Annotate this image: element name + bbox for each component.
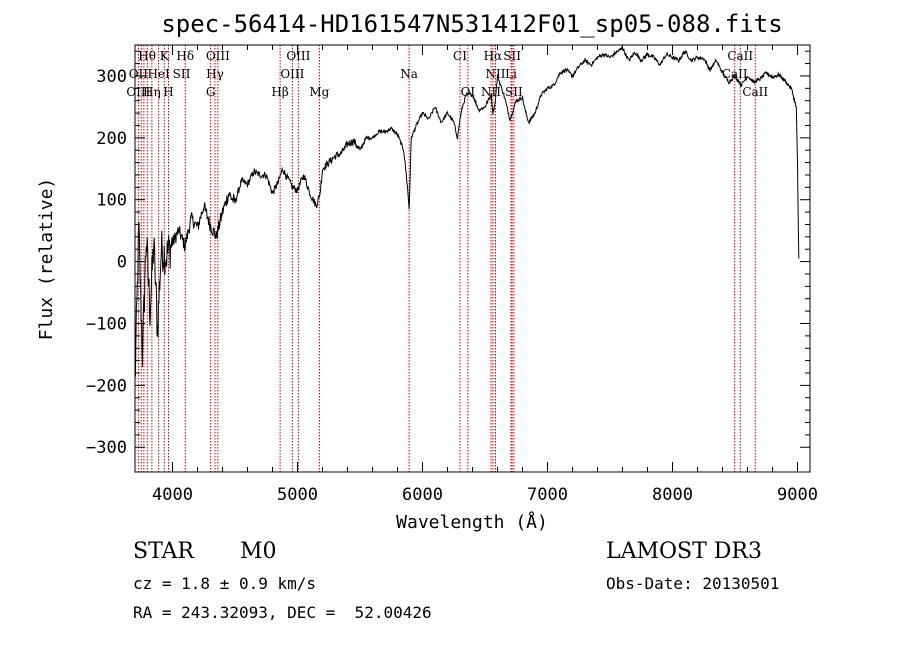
line-label: CI bbox=[453, 49, 467, 63]
line-label: NII bbox=[486, 67, 506, 81]
line-label: Na bbox=[400, 67, 418, 81]
y-tick-label: 0 bbox=[117, 253, 127, 273]
line-label: Li bbox=[505, 67, 517, 81]
line-label: H bbox=[163, 85, 173, 99]
obs-date: Obs-Date: 20130501 bbox=[606, 574, 780, 593]
line-label: K bbox=[160, 49, 170, 63]
flux-line bbox=[134, 46, 800, 379]
x-tick-label: 6000 bbox=[402, 485, 443, 505]
x-tick-label: 5000 bbox=[277, 485, 318, 505]
line-label: OIII bbox=[280, 67, 304, 81]
x-tick-label: 8000 bbox=[652, 485, 693, 505]
line-label: Hγ bbox=[206, 67, 224, 81]
x-axis-label: Wavelength (Å) bbox=[396, 511, 548, 533]
line-label: HeI bbox=[147, 67, 170, 81]
chart-title: spec-56414-HD161547N531412F01_sp05-088.f… bbox=[161, 10, 782, 38]
plot-frame bbox=[134, 44, 811, 473]
coordinates: RA = 243.32093, DEC = 52.00426 bbox=[133, 603, 432, 622]
line-label: Hα bbox=[484, 49, 503, 63]
x-tick-label: 4000 bbox=[152, 485, 193, 505]
line-label: OIII bbox=[286, 49, 310, 63]
x-axis: 4000 5000 6000 7000 8000 9000 bbox=[152, 45, 818, 505]
line-label: CaII bbox=[727, 49, 753, 63]
y-tick-label: −300 bbox=[86, 438, 127, 458]
y-tick-label: 300 bbox=[96, 67, 127, 87]
line-label: Hβ bbox=[271, 85, 288, 99]
y-tick-label: −100 bbox=[86, 314, 127, 334]
object-class: STAR bbox=[133, 539, 194, 564]
line-label: CaII bbox=[722, 67, 748, 81]
y-tick-label: −200 bbox=[86, 376, 127, 396]
redshift-text: cz = 1.8 ± 0.9 km/s bbox=[133, 574, 317, 593]
line-label: OIII bbox=[126, 85, 150, 99]
line-label: OII bbox=[129, 67, 149, 81]
y-axis-label: Flux (relative) bbox=[36, 178, 57, 341]
y-axis: −300 −200 −100 0 100 200 300 bbox=[86, 50, 810, 458]
line-label: SII bbox=[173, 67, 191, 81]
survey-name: LAMOST DR3 bbox=[606, 539, 762, 564]
line-label: SII bbox=[503, 49, 521, 63]
y-tick-label: 100 bbox=[96, 191, 127, 211]
line-label: Hθ bbox=[138, 49, 156, 63]
line-label: Hη bbox=[143, 85, 161, 99]
line-label: Mg bbox=[309, 85, 329, 99]
x-tick-label: 7000 bbox=[527, 485, 568, 505]
line-label: CaII bbox=[742, 85, 768, 99]
y-tick-label: 200 bbox=[96, 129, 127, 149]
x-tick-label: 9000 bbox=[777, 485, 818, 505]
line-label: Hδ bbox=[176, 49, 194, 63]
line-label: SII bbox=[505, 85, 523, 99]
line-label: G bbox=[206, 85, 216, 99]
line-markers bbox=[137, 45, 756, 472]
line-label: OIII bbox=[206, 49, 230, 63]
object-subclass: M0 bbox=[240, 539, 277, 564]
